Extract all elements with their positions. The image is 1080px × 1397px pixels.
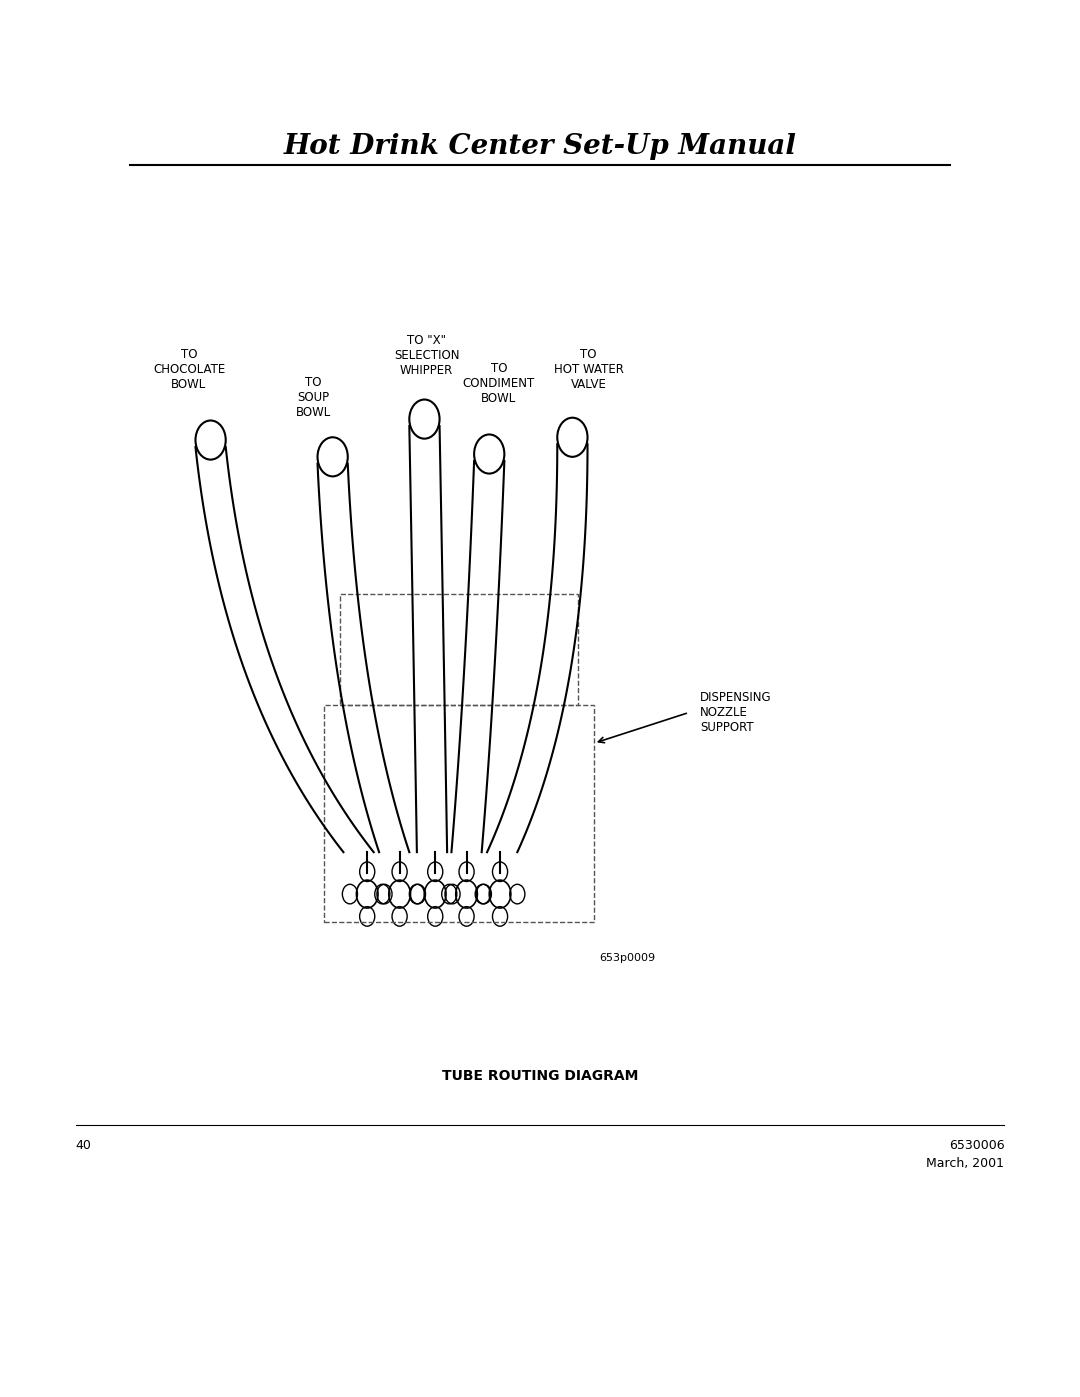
- Text: TO
HOT WATER
VALVE: TO HOT WATER VALVE: [554, 348, 623, 391]
- Text: March, 2001: March, 2001: [927, 1157, 1004, 1169]
- Text: TO
SOUP
BOWL: TO SOUP BOWL: [296, 376, 330, 419]
- Text: 40: 40: [76, 1139, 92, 1151]
- Text: DISPENSING
NOZZLE
SUPPORT: DISPENSING NOZZLE SUPPORT: [700, 692, 771, 733]
- Text: TO
CONDIMENT
BOWL: TO CONDIMENT BOWL: [463, 362, 535, 405]
- Text: 6530006: 6530006: [948, 1139, 1004, 1151]
- Text: TUBE ROUTING DIAGRAM: TUBE ROUTING DIAGRAM: [442, 1069, 638, 1083]
- Bar: [324, 705, 594, 922]
- Bar: [340, 594, 578, 705]
- Text: TO
CHOCOLATE
BOWL: TO CHOCOLATE BOWL: [153, 348, 225, 391]
- Text: TO "X"
SELECTION
WHIPPER: TO "X" SELECTION WHIPPER: [394, 334, 459, 377]
- Text: Hot Drink Center Set-Up Manual: Hot Drink Center Set-Up Manual: [284, 133, 796, 161]
- Text: 653p0009: 653p0009: [599, 953, 656, 963]
